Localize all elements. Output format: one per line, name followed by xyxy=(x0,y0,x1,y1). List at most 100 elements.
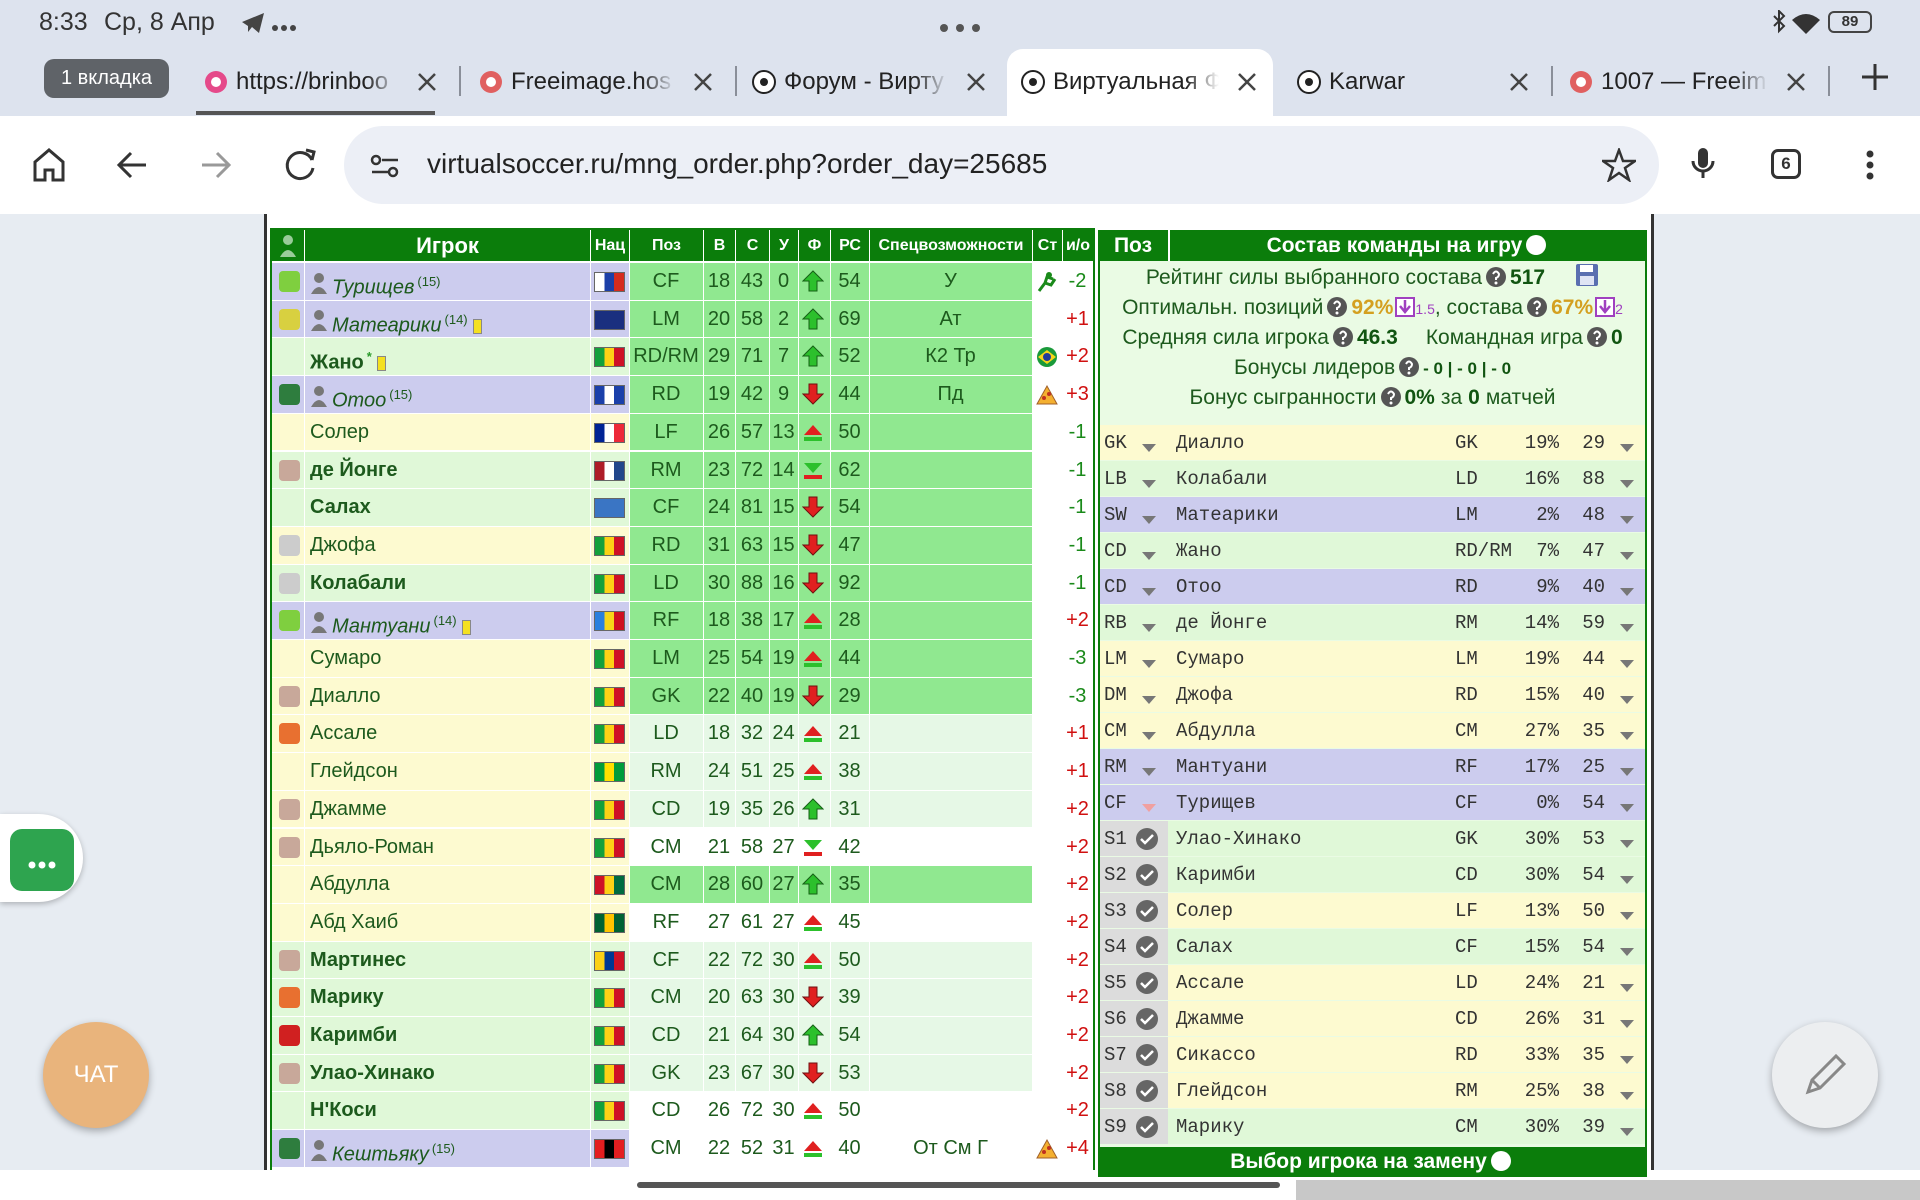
lineup-pct: 14% xyxy=(1524,612,1559,634)
flag xyxy=(594,1139,625,1160)
cell-spec: Пд xyxy=(937,383,964,406)
browser-tab[interactable]: 1007 — Freeim xyxy=(1555,54,1822,109)
icon-part xyxy=(1499,1165,1503,1169)
cell-pos: CD xyxy=(651,1099,681,1122)
cell-pos: LF xyxy=(654,420,678,443)
cell-border xyxy=(703,526,704,565)
icon-part xyxy=(38,861,46,869)
header-player-icon xyxy=(278,233,298,263)
browser-tab[interactable]: Karwar xyxy=(1283,54,1545,109)
icon-part xyxy=(1620,1092,1634,1100)
icon-part xyxy=(1142,804,1156,812)
lineup-value: 25 xyxy=(1582,756,1605,778)
row-dropdown xyxy=(1620,583,1634,601)
icon-part xyxy=(804,952,822,963)
tab-title: Форум - Вирту xyxy=(784,68,944,95)
chat-btn[interactable]: ЧАТ xyxy=(43,1022,149,1128)
cell-border xyxy=(769,1017,770,1055)
lineup-name: Турищев xyxy=(1176,792,1256,814)
address-bar[interactable]: virtualsoccer.ru/mng_order.php?order_day… xyxy=(344,126,1659,204)
flag xyxy=(594,460,625,481)
browser-tab[interactable]: Форум - Вирту xyxy=(738,54,1002,109)
icon-part xyxy=(1792,14,1820,34)
tab-switcher[interactable]: 6 xyxy=(1771,149,1801,179)
icon-part xyxy=(1787,73,1805,91)
browser-tab[interactable]: Freeimage.hos xyxy=(465,54,729,109)
loan-icon xyxy=(310,270,328,308)
icon-part xyxy=(801,986,825,1009)
cell-border xyxy=(798,413,799,452)
cell-border xyxy=(1032,941,1033,980)
cell-border xyxy=(1062,413,1063,452)
flag xyxy=(594,272,625,292)
browser-tab[interactable]: https://brinboo xyxy=(190,54,453,109)
tab-group[interactable]: 1 вкладка xyxy=(44,59,169,98)
cell-rs: 53 xyxy=(838,1061,861,1084)
cell-border xyxy=(1032,526,1033,565)
player-name: Мартинес xyxy=(310,948,407,971)
icon-part xyxy=(804,1103,822,1120)
cell-border xyxy=(304,300,305,339)
lineup-row-bg xyxy=(1100,893,1645,928)
icon-part xyxy=(1036,385,1058,405)
icon-part xyxy=(1490,1151,1511,1171)
cell-border xyxy=(769,413,770,452)
icon-part xyxy=(1599,146,1639,184)
chat-menu-btn[interactable] xyxy=(10,829,74,891)
cell-border xyxy=(869,451,870,490)
cell-border xyxy=(769,753,770,791)
lineup-row-bg xyxy=(1100,785,1645,820)
cell-border xyxy=(304,866,305,904)
cell-border xyxy=(830,526,831,565)
cell-v: 29 xyxy=(707,345,731,368)
icon-part xyxy=(801,873,825,895)
info-label: , состава xyxy=(1434,296,1524,319)
browser-tab[interactable]: Виртуальная Ф xyxy=(1007,49,1273,116)
cell-border xyxy=(629,300,630,339)
cell-border xyxy=(869,941,870,980)
cell-border xyxy=(703,903,704,942)
cell-border xyxy=(830,979,831,1017)
player-name: Марику xyxy=(310,986,384,1009)
cell-border xyxy=(629,941,630,980)
cell-border xyxy=(869,640,870,678)
icon-part xyxy=(1620,768,1634,776)
cell-border xyxy=(703,489,704,527)
panel-title: Состав команды на игру xyxy=(1170,230,1647,261)
cell-io: -3 xyxy=(1068,647,1087,669)
cell-pos: LM xyxy=(652,647,680,669)
row-dropdown xyxy=(1620,655,1634,673)
icon-part xyxy=(1142,588,1156,596)
form-icon xyxy=(802,609,824,636)
lineup-pct: 15% xyxy=(1524,684,1559,706)
lineup-value: 44 xyxy=(1582,648,1605,670)
cell-s: 40 xyxy=(740,684,764,707)
icon-part xyxy=(1136,1044,1158,1066)
cell-border xyxy=(629,715,630,754)
form-icon xyxy=(801,496,825,523)
lineup-pct: 16% xyxy=(1524,468,1559,490)
cell-border xyxy=(590,564,591,603)
cell-border xyxy=(769,300,770,339)
cell-border xyxy=(1062,1054,1063,1093)
player-name: Глейдсон xyxy=(310,760,398,783)
cell-u: 2 xyxy=(777,307,790,330)
player-name-cell: Джофа xyxy=(310,527,590,565)
icon-part xyxy=(1620,660,1634,668)
icon-part xyxy=(1142,696,1156,704)
row-dropdown xyxy=(1620,547,1634,565)
cell-io: +2 xyxy=(1066,835,1089,858)
icon-part xyxy=(801,798,825,820)
icon-part xyxy=(804,926,822,931)
edit-btn[interactable] xyxy=(1772,1022,1878,1128)
help-icon xyxy=(1486,266,1507,296)
cell-border xyxy=(735,753,736,791)
player-name: Мантуани xyxy=(332,615,431,638)
form-icon xyxy=(802,722,824,749)
cell-border xyxy=(735,376,736,414)
icon-part xyxy=(1037,275,1057,292)
cell-v: 28 xyxy=(707,873,731,896)
cell-u: 30 xyxy=(772,948,795,971)
lineup-name: Джофа xyxy=(1176,684,1234,706)
cell-border xyxy=(798,715,799,754)
